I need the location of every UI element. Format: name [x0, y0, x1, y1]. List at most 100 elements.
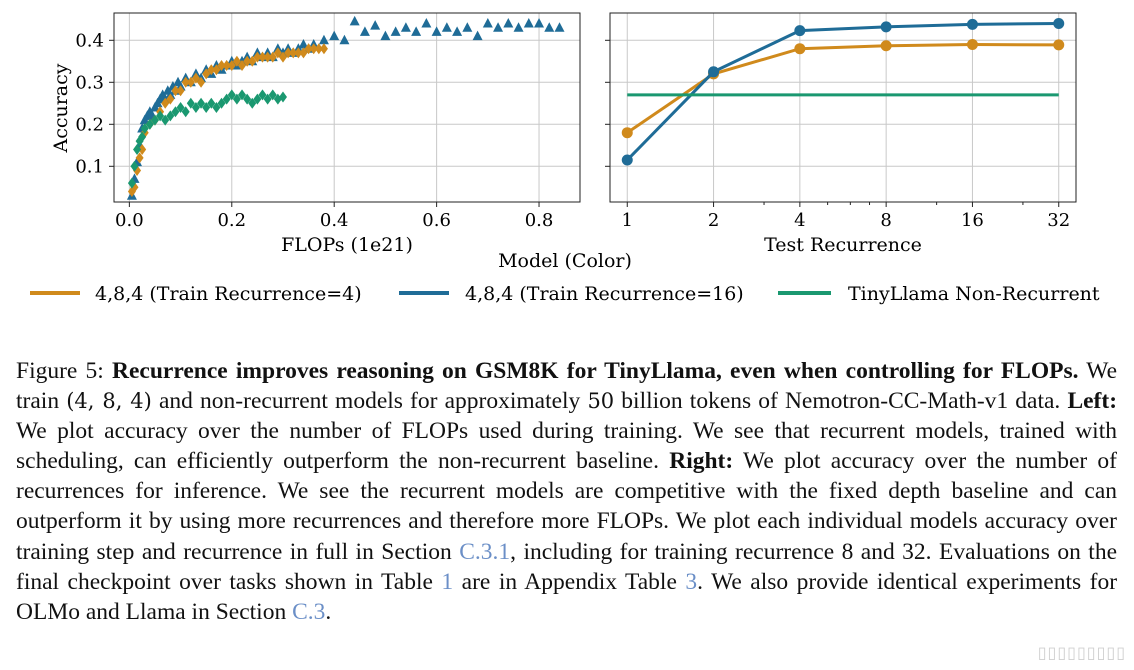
figure-caption: Figure 5: Recurrence improves reasoning …: [16, 356, 1117, 627]
data-point-circle: [621, 127, 633, 139]
left-x-tick-label: 0.0: [115, 210, 144, 231]
data-point-diamond: [263, 93, 272, 105]
right-grid: [610, 13, 1076, 202]
data-point-triangle: [390, 26, 401, 36]
left-y-axis-label: Accuracy: [50, 63, 72, 153]
data-point-diamond: [171, 85, 180, 97]
data-point-diamond: [258, 51, 267, 63]
data-point-diamond: [309, 43, 318, 55]
caption-math-50: 50: [587, 389, 615, 414]
data-point-diamond: [217, 97, 226, 109]
data-point-diamond: [253, 51, 262, 63]
section-c3-ref-link[interactable]: C.3: [292, 598, 326, 625]
data-point-diamond: [243, 93, 252, 105]
data-point-triangle: [544, 22, 555, 32]
data-point-diamond: [212, 64, 221, 76]
right-x-axis-label: Test Recurrence: [764, 234, 922, 256]
data-point-diamond: [186, 97, 195, 109]
data-point-diamond: [268, 89, 277, 101]
data-point-diamond: [161, 114, 170, 126]
data-point-diamond: [197, 97, 206, 109]
data-point-triangle: [523, 18, 534, 28]
data-point-circle: [966, 18, 978, 30]
right-panel: 1 2 4 8 16 32 Test Recurrence: [605, 12, 1077, 256]
caption-right-text: We plot accuracy over the number of recu…: [16, 448, 1118, 565]
data-point-circle: [880, 21, 892, 33]
left-ticks: 0.0 0.2 0.4 0.6 0.8 0.1 0.2 0.3 0.4: [75, 30, 553, 231]
caption-left-text: We plot accuracy over the number of FLOP…: [16, 418, 1117, 475]
legend-label-recurrence-4: 4,8,4 (Train Recurrence=4): [95, 283, 362, 305]
data-point-diamond: [284, 47, 293, 59]
left-y-tick-label: 0.1: [75, 156, 104, 177]
data-point-diamond: [176, 102, 185, 113]
data-point-diamond: [273, 47, 282, 59]
data-point-triangle: [349, 15, 360, 26]
data-point-triangle: [431, 26, 442, 36]
data-point-diamond: [294, 47, 303, 59]
data-point-diamond: [248, 55, 257, 67]
caption-right-label: Right:: [669, 448, 734, 475]
series-line: [626, 22, 1059, 162]
caption-text-4: , including for training recurrence 8 an…: [16, 538, 1117, 595]
caption-text-1: We train: [16, 358, 1118, 415]
data-point-circle: [880, 40, 892, 52]
data-point-triangle: [452, 26, 463, 36]
left-axes-frame: [113, 12, 581, 203]
data-point-triangle: [339, 34, 350, 45]
right-x-tick-label: 8: [880, 210, 891, 231]
legend-label-tinyllama: TinyLlama Non-Recurrent: [848, 283, 1100, 305]
legend: Model (Color) 4,8,4 (Train Recurrence=4)…: [30, 250, 1100, 305]
data-point-diamond: [258, 89, 267, 101]
data-point-circle: [621, 154, 633, 166]
data-point-triangle: [298, 39, 309, 49]
caption-text-3: billion tokens of Nemotron-CC-Math-v1 da…: [621, 388, 1061, 415]
data-point-triangle: [513, 22, 524, 32]
data-point-circle: [1053, 18, 1065, 29]
watermark-mark: ▯▯▯▯▯▯▯▯▯: [1037, 643, 1126, 662]
left-marks: [126, 15, 565, 200]
data-point-diamond: [135, 152, 144, 164]
section-ref-link[interactable]: C.3.1: [459, 538, 511, 565]
table-3-ref-link[interactable]: 3: [685, 568, 698, 595]
data-point-triangle: [472, 30, 483, 41]
series-line: [626, 42, 1059, 134]
data-point-circle: [1053, 39, 1065, 51]
data-point-diamond: [130, 160, 139, 172]
left-x-tick-label: 0.6: [422, 210, 451, 231]
caption-title: Recurrence improves reasoning on GSM8K f…: [112, 358, 1079, 384]
data-point-diamond: [314, 43, 323, 55]
data-point-diamond: [278, 91, 287, 103]
caption-left-label: Left:: [1067, 388, 1118, 415]
right-marks: [621, 18, 1065, 166]
left-x-tick-label: 0.4: [320, 210, 349, 231]
caption-text-6: . We also provide identical experiments …: [16, 568, 1118, 625]
data-point-diamond: [138, 131, 147, 143]
data-point-diamond: [176, 85, 185, 97]
data-point-triangle: [421, 18, 432, 28]
data-point-triangle: [318, 34, 329, 45]
caption-math-config: (4, 8, 4): [66, 389, 152, 414]
data-point-diamond: [197, 76, 206, 88]
data-point-diamond: [238, 89, 247, 101]
caption-label: Figure 5:: [16, 358, 104, 384]
data-point-diamond: [138, 144, 147, 155]
data-point-diamond: [207, 64, 216, 76]
data-point-diamond: [202, 68, 211, 80]
right-x-tick-label: 4: [794, 210, 805, 231]
data-point-diamond: [232, 93, 241, 105]
data-point-diamond: [186, 76, 195, 88]
data-point-triangle: [400, 22, 411, 32]
left-y-tick-label: 0.3: [75, 72, 104, 93]
data-point-diamond: [161, 97, 170, 109]
data-point-diamond: [202, 102, 211, 113]
data-point-triangle: [503, 18, 514, 28]
data-point-diamond: [319, 43, 328, 55]
right-x-tick-label: 2: [708, 210, 719, 231]
figure-5: 0.0 0.2 0.4 0.6 0.8 0.1 0.2 0.3 0.4 FLOPs (1e21)…: [30, 12, 1100, 305]
data-point-diamond: [212, 102, 221, 113]
table-1-ref-link[interactable]: 1: [441, 568, 454, 595]
right-x-tick-label: 16: [961, 210, 984, 231]
data-point-diamond: [181, 106, 190, 118]
data-point-diamond: [238, 60, 247, 71]
data-point-triangle: [482, 18, 493, 28]
